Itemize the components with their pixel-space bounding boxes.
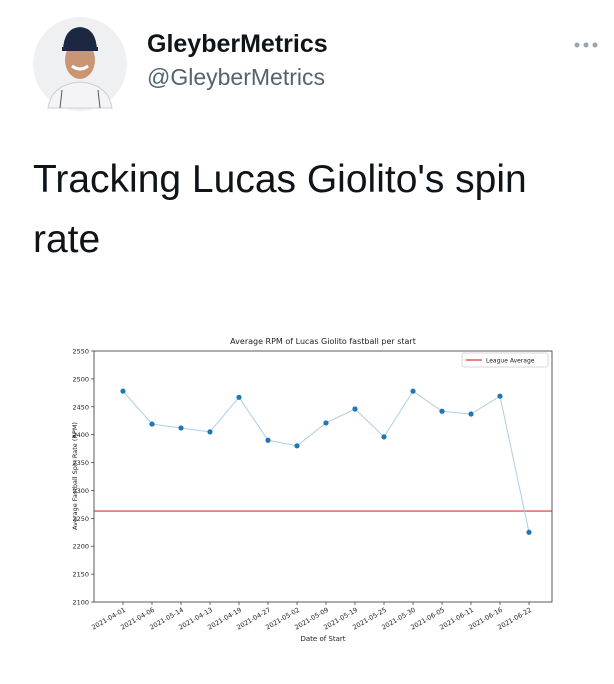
- data-point: [323, 420, 329, 426]
- x-axis-label: Date of Start: [300, 635, 345, 643]
- data-point: [468, 411, 474, 417]
- y-tick-label: 2550: [72, 348, 89, 356]
- y-tick-label: 2450: [72, 403, 89, 411]
- y-tick-label: 2250: [72, 515, 89, 523]
- data-point: [439, 408, 445, 414]
- y-axis-label: Average Fastball Spin Rate (RPM): [71, 422, 79, 530]
- y-tick-label: 2400: [72, 431, 89, 439]
- chart-title: Average RPM of Lucas Giolito fastball pe…: [230, 337, 416, 346]
- y-tick-label: 2350: [72, 459, 89, 467]
- y-tick-label: 2300: [72, 487, 89, 495]
- tweet-text: Tracking Lucas Giolito's spin rate: [33, 158, 527, 261]
- avatar[interactable]: [33, 17, 127, 111]
- data-point: [294, 443, 300, 449]
- data-point: [265, 437, 271, 443]
- data-point: [236, 394, 242, 400]
- y-tick-label: 2500: [72, 375, 89, 383]
- display-name[interactable]: GleyberMetrics: [147, 30, 328, 58]
- legend-box: [461, 352, 549, 368]
- user-handle[interactable]: @GleyberMetrics: [147, 64, 325, 90]
- more-menu[interactable]: [574, 42, 598, 48]
- data-point: [526, 529, 532, 535]
- legend-label: League Average: [486, 358, 535, 365]
- y-tick-label: 2100: [72, 599, 89, 607]
- data-point: [410, 388, 416, 394]
- y-tick-label: 2150: [72, 571, 89, 579]
- data-point: [207, 429, 213, 435]
- data-point: [497, 393, 503, 399]
- data-point: [352, 406, 358, 412]
- data-point: [178, 425, 184, 431]
- data-point: [120, 388, 126, 394]
- y-tick-label: 2200: [72, 543, 89, 551]
- plot-area: [93, 350, 553, 603]
- data-point: [381, 434, 387, 440]
- data-point: [149, 421, 155, 427]
